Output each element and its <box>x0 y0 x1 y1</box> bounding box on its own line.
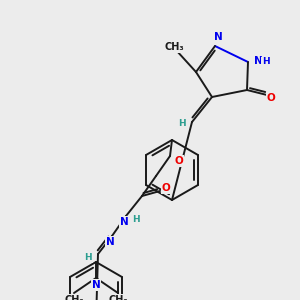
Text: H: H <box>178 119 186 128</box>
Text: H: H <box>84 254 92 262</box>
Text: N: N <box>92 280 100 290</box>
Text: O: O <box>267 93 275 103</box>
Text: CH₃: CH₃ <box>64 295 84 300</box>
Text: CH₃: CH₃ <box>108 295 128 300</box>
Text: CH₃: CH₃ <box>164 42 184 52</box>
Text: H: H <box>262 58 270 67</box>
Text: N: N <box>106 237 114 247</box>
Text: O: O <box>162 183 170 193</box>
Text: H: H <box>132 215 140 224</box>
Text: O: O <box>175 156 183 166</box>
Text: N: N <box>254 56 262 66</box>
Text: N: N <box>214 32 222 42</box>
Text: N: N <box>120 217 128 227</box>
